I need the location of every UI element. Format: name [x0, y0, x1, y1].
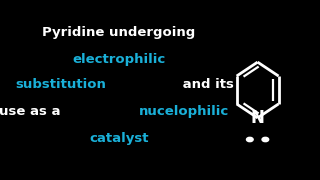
- Text: Pyridine undergoing: Pyridine undergoing: [42, 26, 196, 39]
- Text: N: N: [251, 109, 265, 127]
- Circle shape: [262, 137, 269, 142]
- Text: catalyst: catalyst: [89, 132, 149, 145]
- Text: electrophilic: electrophilic: [72, 53, 165, 66]
- Text: nucelophilic: nucelophilic: [139, 105, 229, 118]
- Circle shape: [246, 137, 253, 142]
- Text: and its: and its: [178, 78, 234, 91]
- Text: use as a: use as a: [0, 105, 65, 118]
- Text: substitution: substitution: [15, 78, 106, 91]
